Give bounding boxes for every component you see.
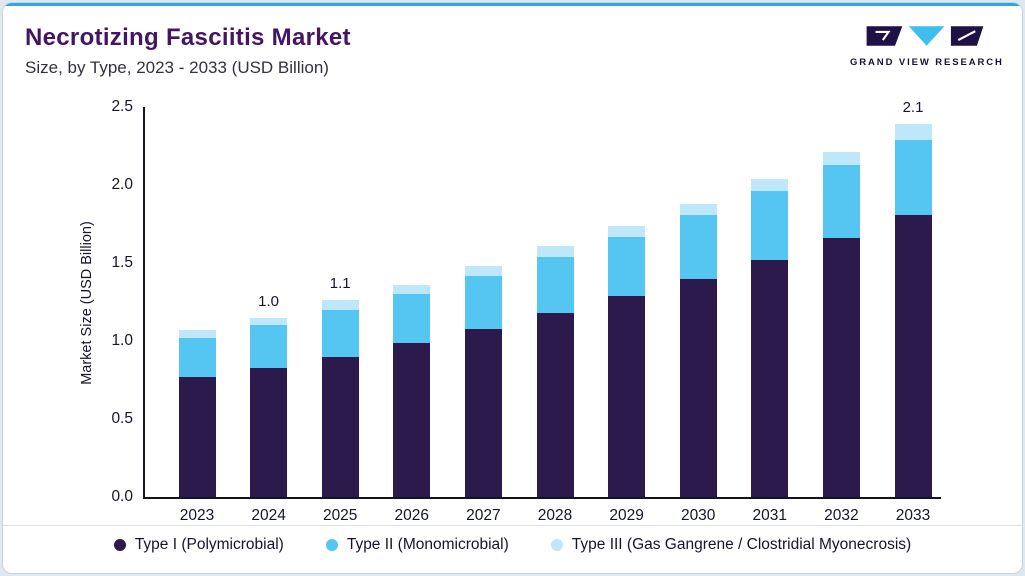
legend-label-type2: Type II (Monomicrobial)	[346, 536, 509, 553]
x-tick-2026: 2026	[394, 507, 430, 524]
x-tick-2025: 2025	[322, 507, 358, 524]
segment-type3-2029	[608, 225, 646, 237]
segment-type3-2026	[393, 284, 431, 295]
segment-type2-2032	[822, 164, 860, 239]
legend-label-type1: Type I (Polymicrobial)	[134, 536, 284, 553]
page-title: Necrotizing Fasciitis Market	[25, 24, 351, 51]
bar-2031	[751, 178, 789, 497]
segment-type1-2033	[894, 214, 932, 497]
x-tick-2033: 2033	[895, 507, 931, 524]
grand-view-research-logo-icon	[866, 26, 984, 46]
bar-2029	[608, 225, 646, 497]
legend: Type I (Polymicrobial) Type II (Monomicro…	[3, 536, 1022, 554]
bar-2024	[250, 317, 288, 497]
y-tick-1.0: 1.0	[111, 332, 133, 349]
segment-type3-2031	[751, 178, 789, 192]
bar-2033	[894, 124, 932, 497]
legend-item-type1: Type I (Polymicrobial)	[113, 536, 284, 554]
segment-type1-2029	[608, 295, 646, 497]
segment-type3-2030	[679, 203, 717, 215]
segment-type2-2023	[178, 337, 216, 377]
x-tick-2032: 2032	[824, 507, 859, 524]
segment-type3-2024	[250, 317, 288, 326]
segment-type1-2024	[250, 367, 288, 497]
bar-2026	[393, 284, 431, 497]
segment-type1-2032	[822, 238, 860, 497]
segment-type2-2026	[393, 294, 431, 343]
segment-type3-2025	[321, 300, 359, 310]
segment-type3-2023	[178, 330, 216, 338]
x-tick-2029: 2029	[609, 507, 644, 524]
bar-2027	[464, 266, 502, 497]
y-tick-0.5: 0.5	[111, 410, 133, 427]
segment-type3-2033	[894, 124, 932, 140]
legend-item-type2: Type II (Monomicrobial)	[325, 536, 509, 554]
bar-2023	[178, 330, 216, 497]
bar-value-label-2025: 1.1	[329, 275, 351, 293]
segment-type1-2023	[178, 376, 216, 497]
x-tick-2030: 2030	[680, 507, 716, 524]
x-tick-2024: 2024	[251, 507, 286, 524]
x-tick-2031: 2031	[752, 507, 788, 524]
segment-type1-2026	[393, 342, 431, 497]
segment-type1-2031	[751, 259, 789, 497]
segment-type3-2027	[464, 266, 502, 276]
bar-2025	[321, 300, 359, 497]
segment-type2-2031	[751, 191, 789, 260]
y-axis-title: Market Size (USD Billion)	[79, 221, 95, 385]
segment-type3-2028	[536, 245, 574, 257]
segment-type2-2028	[536, 256, 574, 313]
bar-value-label-2024: 1.0	[258, 292, 280, 310]
segment-type2-2029	[608, 236, 646, 296]
logo-wordmark: GRAND VIEW RESEARCH	[850, 57, 1004, 68]
gvr-logo: GRAND VIEW RESEARCH	[850, 23, 1004, 68]
legend-swatch-type1-icon	[113, 539, 126, 551]
legend-swatch-type2-icon	[325, 539, 338, 551]
y-tick-2.0: 2.0	[111, 176, 133, 193]
legend-divider	[3, 525, 1022, 526]
page-subtitle: Size, by Type, 2023 - 2033 (USD Billion)	[25, 58, 329, 77]
y-tick-0.0: 0.0	[111, 488, 133, 505]
plot-area: 0.0 0.5 1.0 1.5 2.0 2.5 2023 1.0 2024 1.1 2025 2026…	[111, 98, 941, 524]
segment-type2-2033	[894, 139, 932, 215]
segment-type2-2030	[679, 214, 717, 279]
x-tick-2028: 2028	[537, 507, 573, 524]
y-tick-1.5: 1.5	[111, 254, 133, 271]
bar-2030	[679, 203, 717, 497]
segment-type2-2027	[464, 275, 502, 329]
segment-type3-2032	[822, 152, 860, 165]
legend-label-type3: Type III (Gas Gangrene / Clostridial Myo…	[571, 536, 912, 553]
segment-type1-2027	[464, 328, 502, 497]
bar-2032	[822, 152, 860, 497]
bar-2028	[536, 245, 574, 497]
bar-value-label-2033: 2.1	[902, 99, 924, 117]
y-tick-2.5: 2.5	[111, 98, 133, 115]
segment-type1-2025	[321, 356, 359, 497]
x-tick-2023: 2023	[179, 507, 215, 524]
legend-item-type3: Type III (Gas Gangrene / Clostridial Myo…	[550, 536, 912, 554]
x-tick-2027: 2027	[466, 507, 501, 524]
segment-type2-2025	[321, 309, 359, 357]
top-accent-bar	[3, 3, 1022, 6]
legend-swatch-type3-icon	[550, 539, 563, 551]
segment-type1-2030	[679, 278, 717, 497]
segment-type2-2024	[250, 325, 288, 368]
segment-type1-2028	[536, 312, 574, 497]
